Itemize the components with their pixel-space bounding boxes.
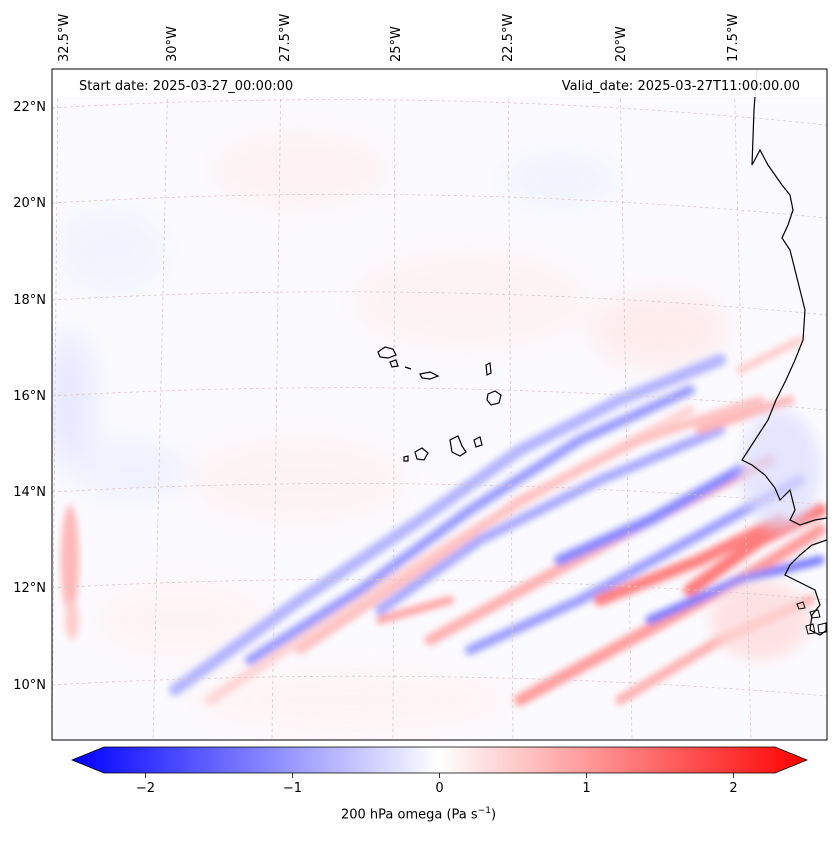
- coastal-islands: [796, 601, 827, 635]
- band-system: [169, 336, 827, 706]
- colorbar-tick-label: 1: [582, 781, 590, 796]
- lat-label: 14°N: [13, 485, 46, 500]
- lon-label: 17.5°W: [726, 14, 741, 62]
- lat-label: 20°N: [13, 196, 46, 211]
- latitude-labels: 22°N 20°N 18°N 16°N 14°N 12°N 10°N: [13, 100, 46, 693]
- colorbar-tick-label: 0: [435, 781, 443, 796]
- colorbar: −2 −1 0 1 2: [70, 746, 809, 796]
- west-africa-coastline: [741, 69, 827, 636]
- colorbar-tick-label: 2: [729, 781, 737, 796]
- colorbar-tick-label: −1: [283, 781, 302, 796]
- lat-label: 16°N: [13, 389, 46, 404]
- colorbar-label: 200 hPa omega (Pa s−1): [340, 806, 497, 823]
- graticule: [52, 69, 827, 740]
- lat-label: 12°N: [13, 581, 46, 596]
- colorbar-ticks: −2 −1 0 1 2: [136, 773, 738, 796]
- background-anomalies: [52, 130, 730, 735]
- lon-label: 22.5°W: [501, 14, 516, 62]
- longitude-labels: 32.5°W 30°W 27.5°W 25°W 22.5°W 20°W 17.5…: [57, 14, 741, 62]
- omega-field: [52, 69, 827, 740]
- lon-label: 25°W: [389, 26, 404, 62]
- lat-label: 18°N: [13, 293, 46, 308]
- band-soften: [710, 410, 820, 660]
- date-banner: [52, 69, 827, 97]
- cape-verde-islands: [377, 346, 502, 462]
- colorbar-tick-label: −2: [136, 781, 155, 796]
- start-date: Start date: 2025-03-27_00:00:00: [79, 79, 293, 94]
- lat-label: 22°N: [13, 100, 46, 115]
- valid-date: Valid_date: 2025-03-27T11:00:00.00: [562, 79, 800, 94]
- lon-label: 30°W: [165, 26, 180, 62]
- colorbar-bar: [70, 746, 809, 774]
- lon-label: 27.5°W: [278, 14, 293, 62]
- map-frame: [51, 68, 828, 741]
- lon-label: 32.5°W: [57, 14, 72, 62]
- lon-label: 20°W: [614, 26, 629, 62]
- lat-label: 10°N: [13, 678, 46, 693]
